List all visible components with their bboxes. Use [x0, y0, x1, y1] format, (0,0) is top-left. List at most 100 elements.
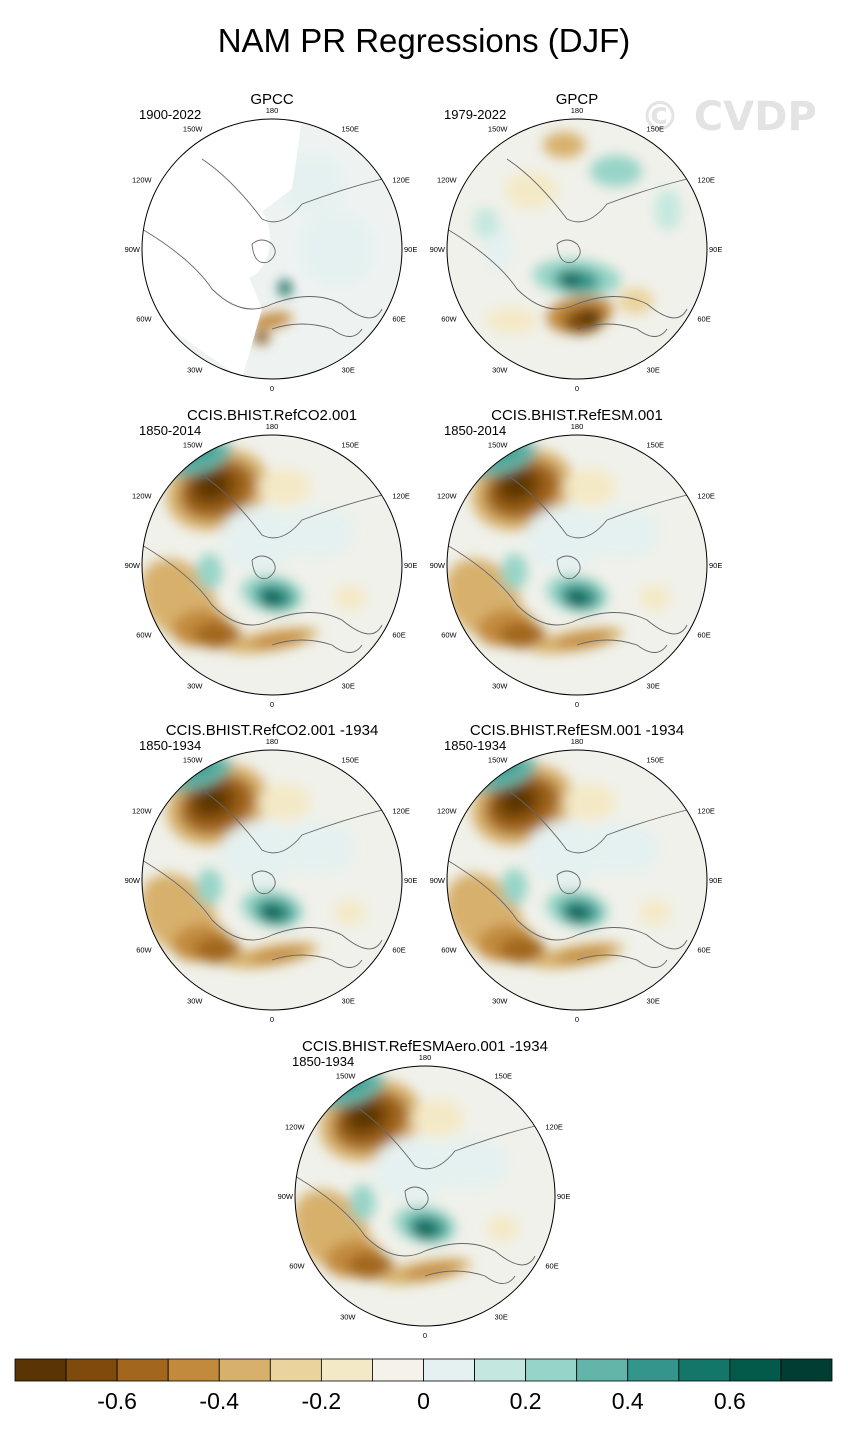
- longitude-label: 30E: [342, 365, 355, 374]
- longitude-label: 90W: [430, 561, 446, 570]
- colorbar: -0.6 -0.4 -0.2 0 0.2 0.4 0.6: [14, 1358, 833, 1414]
- panel-title: CCIS.BHIST.RefESMAero.001 -1934: [302, 1038, 548, 1055]
- longitude-label: 0: [423, 1331, 427, 1340]
- longitude-label: 90W: [125, 876, 141, 885]
- longitude-label: 120W: [132, 176, 153, 185]
- field-blob: [259, 783, 311, 821]
- field-blob: [251, 312, 293, 329]
- field-blob: [487, 1215, 519, 1242]
- panel: GPCP 1979-2022 180 150E 120E 90E 60E 30E 0 30W 60W…: [430, 91, 723, 393]
- longitude-label: 30W: [492, 365, 508, 374]
- longitude-label: 60E: [697, 946, 710, 955]
- colorbar-tick-label: 0.4: [612, 1388, 644, 1414]
- longitude-label: 120W: [132, 492, 153, 501]
- panel-period: 1850-1934: [139, 738, 201, 753]
- coastlines: [142, 474, 383, 653]
- longitude-label: 120E: [545, 1123, 563, 1132]
- regression-field: [447, 750, 707, 1010]
- field-blob: [349, 1184, 376, 1221]
- panel-period: 1900-2022: [139, 107, 201, 122]
- longitude-label: 150E: [495, 1072, 513, 1081]
- longitude-label: 0: [575, 1015, 579, 1024]
- longitude-label: 30E: [495, 1312, 508, 1321]
- field-blob: [347, 1253, 394, 1280]
- coastlines: [142, 789, 383, 968]
- longitude-label: 90E: [557, 1192, 570, 1201]
- field-blob: [583, 821, 662, 874]
- longitude-label: 90E: [404, 876, 417, 885]
- longitude-label: 30W: [187, 681, 203, 690]
- longitude-label: 180: [571, 422, 584, 431]
- coastlines: [447, 789, 688, 968]
- longitude-label: 180: [266, 422, 279, 431]
- longitude-label: 120E: [392, 807, 410, 816]
- longitude-label: 90E: [709, 876, 722, 885]
- map-border: [446, 749, 708, 1011]
- longitude-label: 90W: [278, 1192, 294, 1201]
- longitude-label: 150W: [183, 125, 204, 134]
- panels-layer: GPCC 1900-2022 180 150E 120E 90E 60E 30E 0 30W 60W…: [125, 91, 723, 1340]
- panel: CCIS.BHIST.RefESMAero.001 -19341850-1934…: [278, 1038, 571, 1340]
- field-blob: [473, 207, 499, 239]
- colorbar-swatch: [320, 1358, 373, 1382]
- field-blob: [414, 1221, 436, 1238]
- map-border: [446, 434, 708, 696]
- field-blob: [499, 622, 546, 649]
- field-blob: [350, 1104, 381, 1129]
- field-blob: [278, 280, 292, 296]
- panel-title: CCIS.BHIST.RefCO2.001 -1934: [166, 722, 379, 739]
- panel-period: 1850-1934: [444, 738, 506, 753]
- colorbar-swatch: [474, 1358, 527, 1382]
- map-border: [294, 1065, 556, 1327]
- panel-title: GPCP: [556, 91, 599, 108]
- map-border: [446, 118, 708, 380]
- map-border: [141, 749, 403, 1011]
- field-blob: [655, 189, 681, 231]
- coastlines: [295, 1105, 536, 1284]
- field-blob: [499, 937, 546, 964]
- longitude-label: 90E: [404, 561, 417, 570]
- regression-field: [447, 435, 707, 695]
- longitude-label: 150E: [647, 756, 665, 765]
- field-blob: [564, 468, 616, 506]
- colorbar-swatch: [627, 1358, 680, 1382]
- longitude-label: 60W: [136, 315, 152, 324]
- longitude-label: 30E: [342, 681, 355, 690]
- longitude-label: 90W: [125, 561, 141, 570]
- colorbar-swatch: [372, 1358, 424, 1382]
- colorbar-swatch: [269, 1358, 322, 1382]
- field-blob: [196, 553, 223, 590]
- longitude-label: 150E: [342, 756, 360, 765]
- colorbar-tick-label: -0.4: [199, 1388, 239, 1414]
- longitude-label: 150W: [183, 441, 204, 450]
- longitude-label: 60W: [136, 631, 152, 640]
- field-blob: [197, 788, 228, 813]
- field-blob: [253, 330, 270, 344]
- colorbar-tick-label: -0.2: [302, 1388, 342, 1414]
- regression-field: [142, 750, 402, 1010]
- chart-title: NAM PR Regressions (DJF): [217, 22, 631, 59]
- longitude-label: 60E: [392, 631, 405, 640]
- longitude-label: 90E: [709, 561, 722, 570]
- longitude-label: 60E: [392, 946, 405, 955]
- field-blob: [525, 821, 603, 887]
- field-blob: [617, 288, 654, 314]
- longitude-label: 150W: [488, 756, 509, 765]
- field-blob: [220, 506, 298, 572]
- longitude-label: 30W: [340, 1312, 356, 1321]
- colorbar-tick-label: 0: [417, 1388, 430, 1414]
- colorbar-swatch: [116, 1358, 169, 1382]
- longitude-label: 180: [571, 737, 584, 746]
- field-blob: [502, 473, 533, 498]
- field-blob: [196, 868, 223, 905]
- field-blob: [501, 868, 528, 905]
- longitude-label: 180: [266, 106, 279, 115]
- panel-title: CCIS.BHIST.RefESM.001 -1934: [470, 722, 684, 739]
- longitude-label: 120E: [697, 492, 715, 501]
- longitude-label: 30W: [187, 996, 203, 1005]
- panel-period: 1979-2022: [444, 107, 506, 122]
- map-border: [141, 118, 403, 380]
